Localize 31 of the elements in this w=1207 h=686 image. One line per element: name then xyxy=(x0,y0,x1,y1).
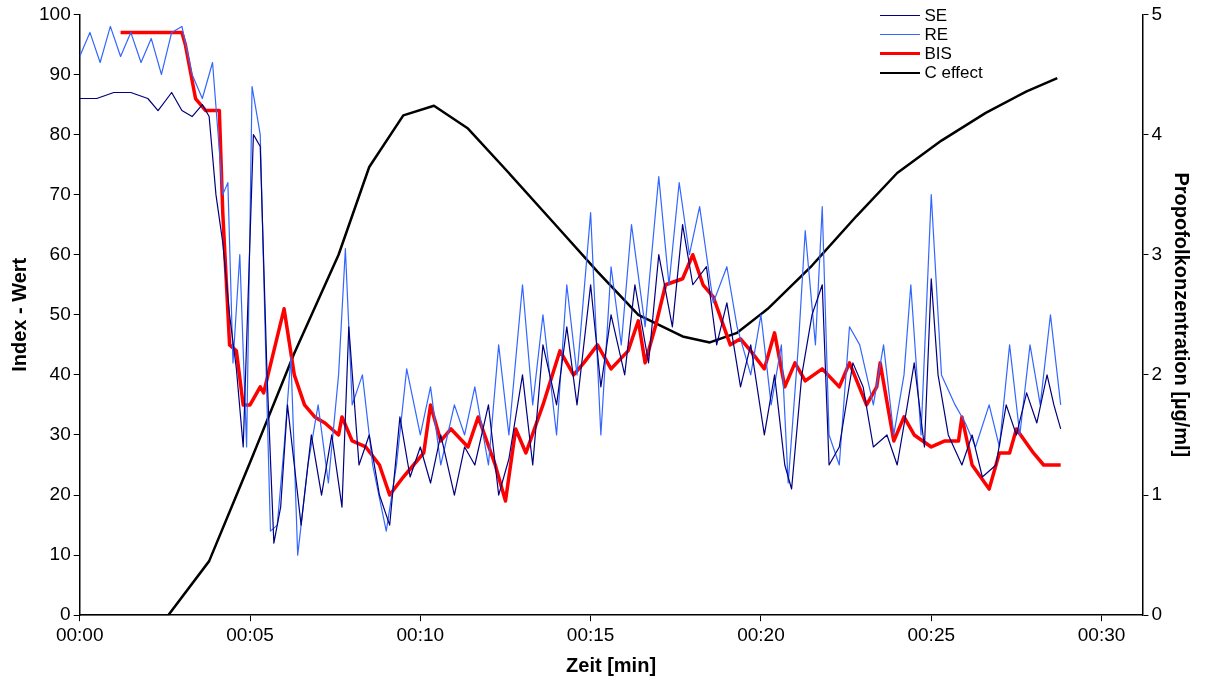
legend-label: C effect xyxy=(924,63,983,83)
legend-label: RE xyxy=(924,25,949,45)
y-tick-label: 10 xyxy=(49,543,71,565)
y2-tick-label: 3 xyxy=(1151,242,1163,264)
y2-axis-title: Propofolkonzentration [µg/ml] xyxy=(1171,172,1194,458)
legend-label: BIS xyxy=(924,44,952,64)
x-tick-label: 00:30 xyxy=(1077,623,1126,645)
y-tick-label: 0 xyxy=(60,603,71,625)
x-tick-label: 00:25 xyxy=(907,623,956,645)
x-tick-label: 00:20 xyxy=(737,623,785,645)
y-tick-label: 60 xyxy=(49,242,71,264)
y2-tick-label: 5 xyxy=(1151,2,1163,24)
x-axis-title: Zeit [min] xyxy=(566,653,657,676)
legend-label: SE xyxy=(924,6,948,26)
y-tick-label: 40 xyxy=(49,363,71,385)
y-tick-label: 80 xyxy=(49,122,71,144)
y-tick-label: 30 xyxy=(49,423,71,445)
x-tick-label: 00:15 xyxy=(566,623,615,645)
y2-tick-label: 4 xyxy=(1151,122,1163,144)
y2-tick-label: 2 xyxy=(1151,363,1163,385)
y2-tick-label: 1 xyxy=(1151,483,1163,505)
x-tick-label: 00:10 xyxy=(396,623,445,645)
y-axis-title: Index - Wert xyxy=(7,257,30,372)
y2-tick-label: 0 xyxy=(1151,603,1163,625)
y-tick-label: 90 xyxy=(49,62,71,84)
y-tick-label: 20 xyxy=(49,483,71,505)
x-tick-label: 00:05 xyxy=(226,623,274,645)
y-tick-label: 100 xyxy=(39,2,71,24)
y-tick-label: 50 xyxy=(49,303,71,325)
y-tick-label: 70 xyxy=(49,182,71,204)
x-tick-label: 00:00 xyxy=(55,623,104,645)
